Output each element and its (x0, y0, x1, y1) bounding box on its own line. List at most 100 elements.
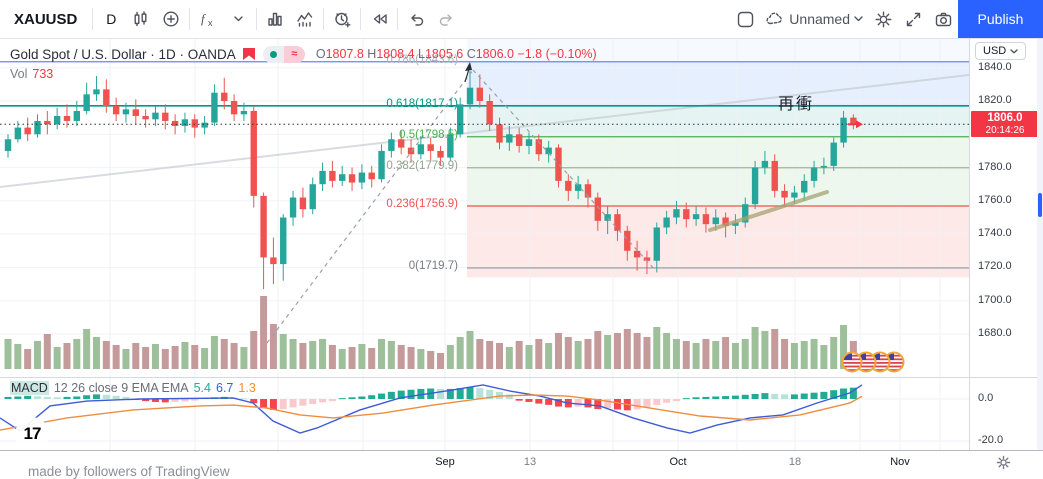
toolbar-separator (397, 8, 399, 30)
macd-value: 6.7 (216, 381, 234, 395)
fundamentals-button[interactable] (290, 4, 320, 34)
volume-bars (4, 296, 857, 369)
macd-signal-value: 1.3 (238, 381, 256, 395)
price-scale-label: 1840.0 (978, 60, 1012, 73)
countdown-timer: 20:14:26 (985, 125, 1025, 137)
macd-params: 12 26 close 9 EMA EMA (53, 381, 189, 395)
flag-icon[interactable] (242, 47, 256, 61)
tradingview-logo[interactable]: 17 (15, 417, 49, 451)
us-flag-icon[interactable] (841, 351, 863, 373)
time-axis-label: Nov (890, 456, 910, 468)
change-readout: −1.8 (−0.10%) (517, 47, 597, 61)
macd-signal-line (0, 394, 863, 431)
time-axis[interactable]: Sep 13 Oct 18 Nov made by followers of Tradi… (0, 450, 1043, 479)
macd-scale-label: -20.0 (978, 434, 1004, 446)
layout-button[interactable] (730, 4, 760, 34)
scrollbar-track[interactable] (1037, 38, 1043, 450)
cloud-icon (766, 12, 783, 25)
symbol-title[interactable]: Gold Spot / U.S. Dollar · 1D · OANDA (10, 46, 236, 62)
price-scale[interactable]: USD 1840.0 1820.0 1780.0 1760.0 1740.0 1720.0… (969, 38, 1043, 450)
last-price-badge: 1806.0 20:14:26 (971, 111, 1039, 138)
snapshot-button[interactable] (928, 4, 958, 34)
price-arrow-marker (848, 123, 855, 126)
price-scale-label: 1820.0 (978, 94, 1012, 106)
ohlc-readout: O1807.8 H1808.4 L1805.6 C1806.0 −1.8 (−0… (315, 47, 597, 61)
price-scale-label: 1700.0 (978, 293, 1012, 306)
publish-button[interactable]: Publish (958, 0, 1043, 38)
dashed-trendline-up (266, 69, 474, 344)
time-axis-label: Oct (669, 456, 687, 468)
chart-type-button[interactable] (126, 4, 156, 34)
chevron-down-icon (854, 16, 863, 22)
macd-legend: MACD 12 26 close 9 EMA EMA 5.4 6.7 1.3 (10, 381, 256, 395)
indicators-button[interactable]: f x (193, 4, 223, 34)
gear-icon (875, 11, 891, 27)
compare-button[interactable] (156, 4, 186, 34)
layout-square-icon (737, 11, 753, 27)
macd-title[interactable]: MACD (10, 381, 49, 395)
price-scale-label: 1720.0 (978, 260, 1012, 273)
toolbar-separator (92, 8, 94, 30)
price-scale-label: 1680.0 (978, 327, 1012, 339)
alarm-clock-plus-icon (335, 12, 351, 27)
candles-icon (134, 11, 147, 27)
undo-button[interactable] (401, 4, 431, 34)
wave-chart-icon (297, 12, 313, 27)
chevron-down-icon (234, 16, 243, 22)
macd-pane (0, 384, 863, 434)
fullscreen-button[interactable] (898, 4, 928, 34)
replay-icon (373, 14, 387, 24)
layout-name-menu[interactable]: Unnamed (760, 4, 868, 34)
alert-button[interactable] (327, 4, 357, 34)
fib-lines (0, 61, 969, 269)
chart-text-annotation[interactable]: 再衝 (778, 94, 815, 113)
toolbar-separator (323, 8, 325, 30)
indicator-templates-button[interactable] (260, 4, 290, 34)
indicators-dropdown-button[interactable] (223, 4, 253, 34)
fib-zones (467, 37, 969, 278)
time-axis-label: 18 (788, 456, 802, 468)
chevron-down-icon (1010, 48, 1018, 53)
footer-partial-text: made by followers of TradingView (28, 464, 230, 479)
top-toolbar: XAUUSD D f x (0, 0, 1043, 39)
plus-circle-icon (163, 11, 179, 27)
delayed-data-icon: ≈ (283, 45, 305, 63)
time-axis-label: 13 (523, 456, 537, 468)
market-status-dot (269, 50, 277, 58)
bar-replay-button[interactable] (364, 4, 394, 34)
pane-separator[interactable] (0, 377, 1043, 378)
chart-legend: Gold Spot / U.S. Dollar · 1D · OANDA ≈ O… (10, 45, 597, 81)
status-toggle[interactable]: ≈ (262, 45, 305, 63)
axis-settings-button[interactable] (996, 455, 1011, 470)
currency-button[interactable]: USD (975, 42, 1027, 60)
price-scale-label: 1780.0 (978, 160, 1012, 173)
toolbar-separator (189, 8, 191, 30)
scrollbar-thumb[interactable] (1038, 193, 1042, 217)
price-scale-label: 1740.0 (978, 227, 1012, 240)
volume-readout: Vol 733 (10, 67, 54, 81)
macd-line (0, 384, 863, 434)
columns-chart-icon (268, 12, 283, 26)
support-trendline (708, 190, 829, 232)
undo-arrow-icon (411, 13, 424, 26)
gear-icon (996, 455, 1011, 470)
symbol-button[interactable]: XAUUSD (14, 10, 78, 28)
svg-text:x: x (208, 18, 213, 28)
camera-icon (935, 12, 951, 26)
interval-button[interactable]: D (96, 4, 126, 34)
macd-hist-value: 5.4 (193, 381, 211, 395)
toolbar-separator (256, 8, 258, 30)
candles (4, 71, 857, 290)
expand-icon (906, 12, 920, 26)
macd-scale-label: 0.0 (978, 392, 994, 404)
redo-button[interactable] (431, 4, 461, 34)
redo-arrow-icon (439, 13, 452, 26)
layout-name-label: Unnamed (789, 11, 850, 27)
fx-icon: f x (201, 11, 213, 28)
settings-button[interactable] (868, 4, 898, 34)
toolbar-separator (360, 8, 362, 30)
time-axis-label: Sep (435, 456, 455, 468)
svg-text:f: f (201, 11, 207, 26)
price-scale-label: 1760.0 (978, 193, 1012, 206)
